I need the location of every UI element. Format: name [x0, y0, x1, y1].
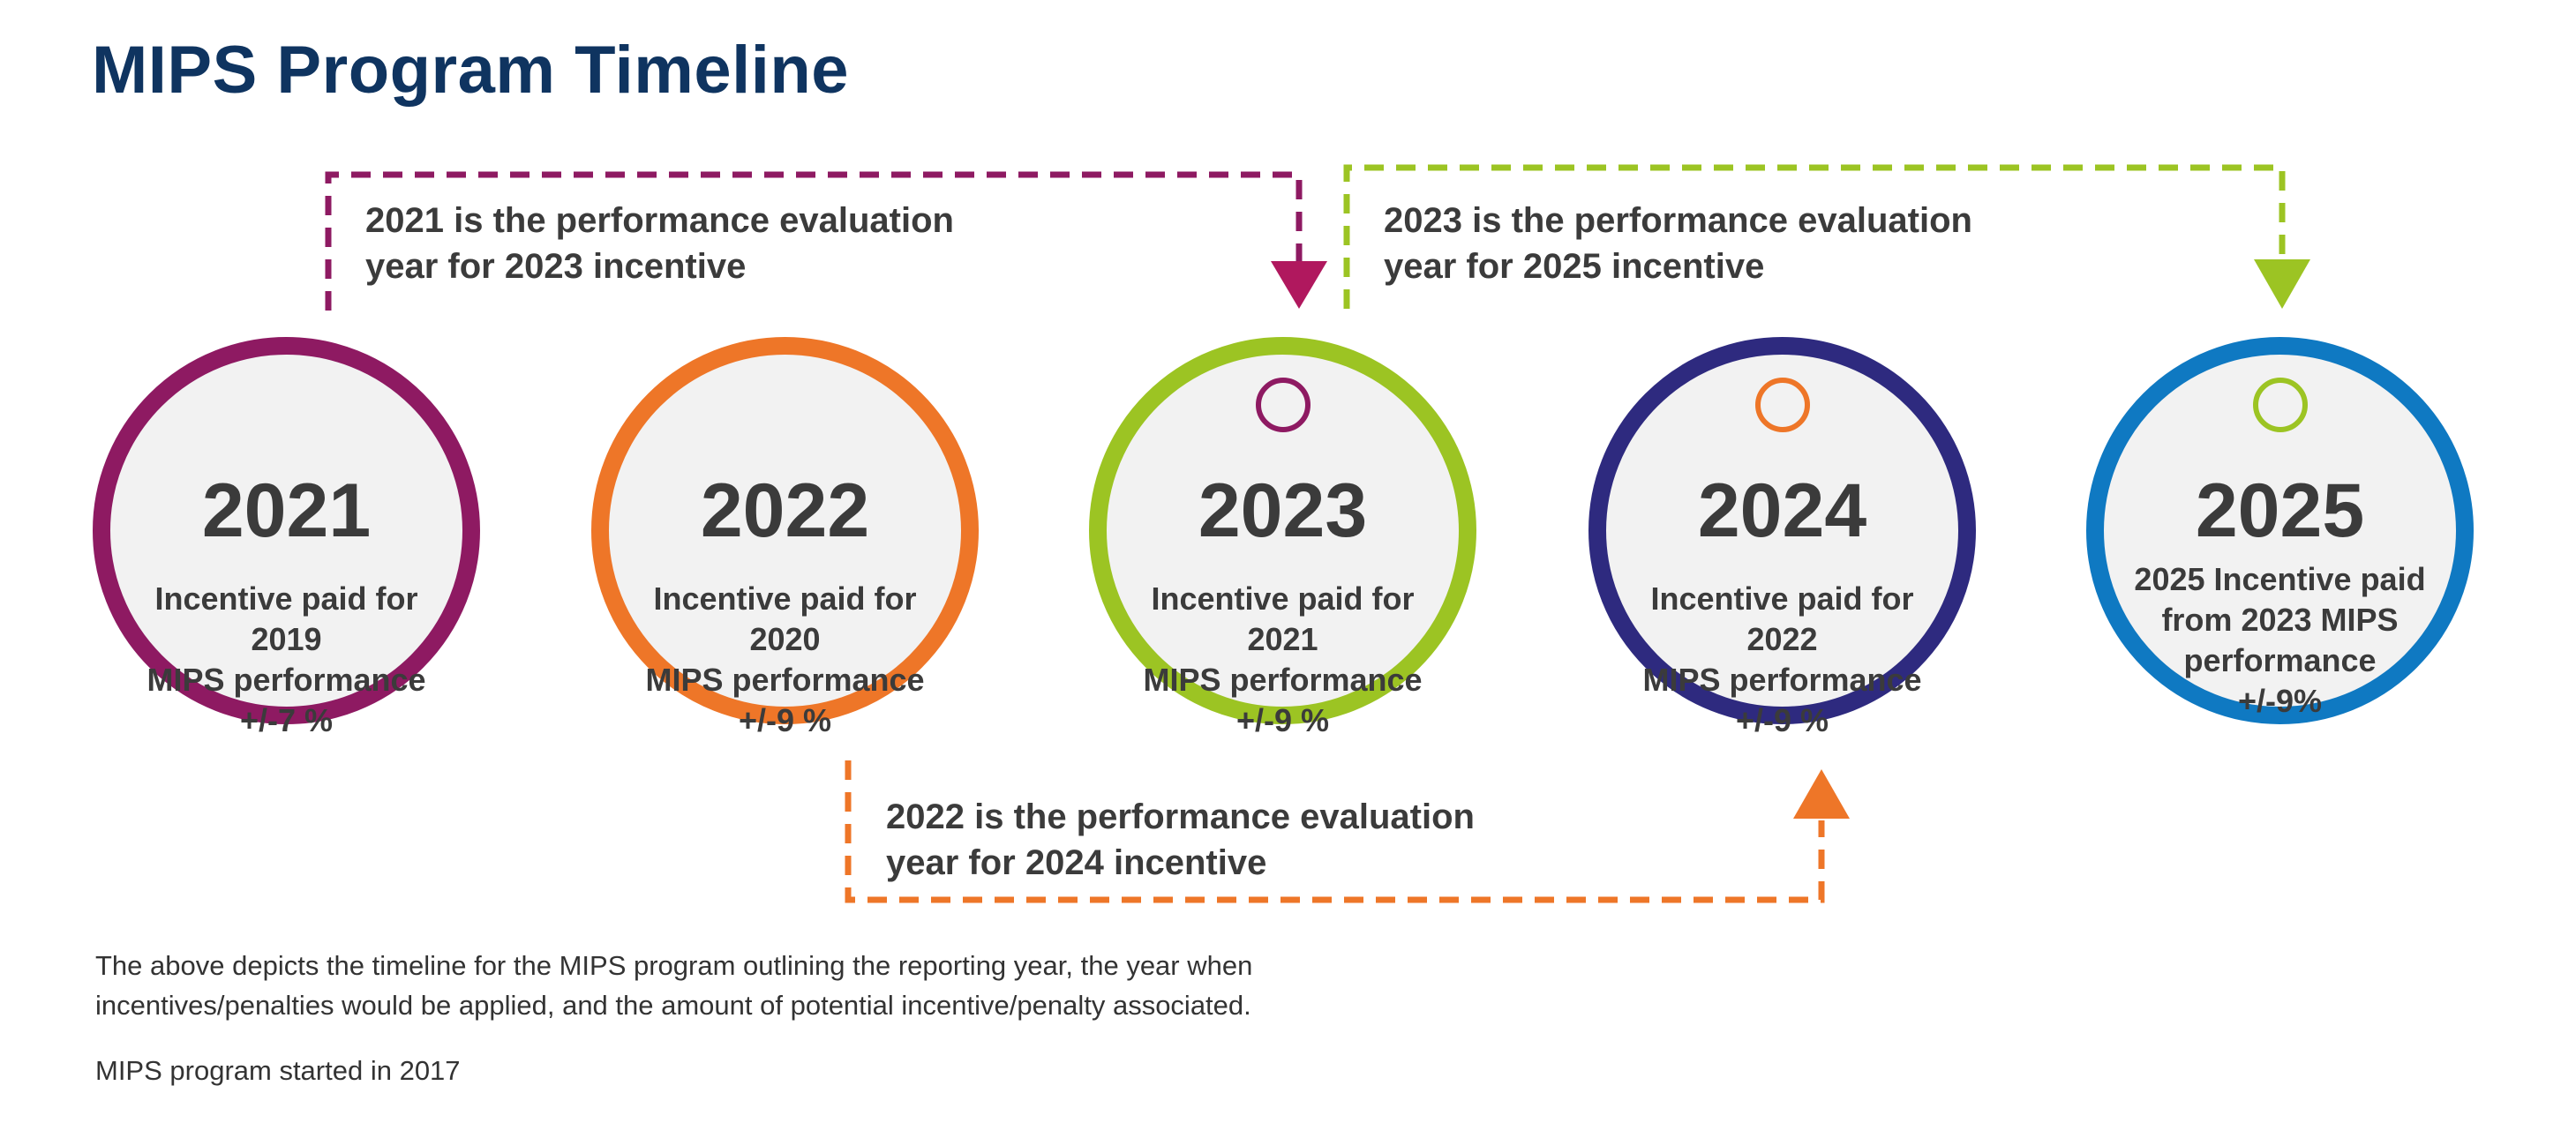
year-description: Incentive paid for 2020 MIPS performance… — [645, 580, 925, 738]
caption: The above depicts the timeline for the M… — [95, 950, 1253, 1021]
page-title: MIPS Program Timeline — [92, 33, 850, 108]
year-circle-2021: 2021 Incentive paid for 2019 MIPS perfor… — [93, 337, 480, 738]
year-label: 2025 — [2195, 468, 2365, 553]
note-2022-evaluation: 2022 is the performance evaluation year … — [886, 797, 1475, 882]
year-circle-2024: 2024 Incentive paid for 2022 MIPS perfor… — [1588, 337, 1976, 738]
year-description: Incentive paid for 2021 MIPS performance… — [1143, 580, 1423, 738]
program-start-note: MIPS program started in 2017 — [95, 1055, 461, 1086]
ring-marker-icon — [1754, 378, 1810, 432]
note-2023-evaluation: 2023 is the performance evaluation year … — [1384, 201, 1972, 286]
year-description: 2025 Incentive paid from 2023 MIPS perfo… — [2134, 561, 2426, 719]
year-label: 2022 — [700, 468, 870, 553]
connector-2022-to-2024 — [845, 760, 1825, 903]
arrowhead-2025-icon — [2254, 259, 2310, 309]
year-description: Incentive paid for 2019 MIPS performance… — [146, 580, 426, 738]
ring-marker-icon — [2252, 378, 2308, 432]
year-label: 2023 — [1198, 468, 1368, 553]
ring-marker-icon — [1255, 378, 1311, 432]
year-circle-2022: 2022 Incentive paid for 2020 MIPS perfor… — [591, 337, 979, 738]
year-label: 2024 — [1697, 468, 1867, 553]
year-circle-2023: 2023 Incentive paid for 2021 MIPS perfor… — [1089, 337, 1476, 738]
year-description: Incentive paid for 2022 MIPS performance… — [1642, 580, 1922, 738]
arrowhead-2023-icon — [1271, 261, 1327, 309]
year-label: 2021 — [201, 468, 372, 553]
connector-2023-to-2025 — [1343, 164, 2286, 309]
note-2021-evaluation: 2021 is the performance evaluation year … — [365, 201, 954, 286]
year-circle-2025: 2025 2025 Incentive paid from 2023 MIPS … — [2086, 337, 2474, 724]
connector-2021-to-2023 — [325, 171, 1303, 311]
arrowhead-2024-icon — [1793, 769, 1850, 819]
